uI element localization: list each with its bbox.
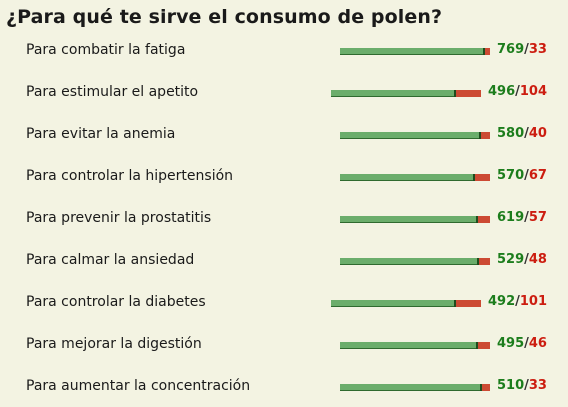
poll-option-label: Para controlar la hipertensión — [26, 168, 234, 184]
poll-row: Para controlar la hipertensión 570/67 — [0, 155, 568, 197]
vote-counts: 570/67 — [497, 168, 547, 183]
yes-count: 769 — [497, 42, 525, 57]
poll-option-label: Para combatir la fatiga — [26, 42, 186, 58]
poll-option-label: Para evitar la anemia — [26, 126, 176, 142]
count-separator: / — [524, 210, 529, 225]
no-count: 101 — [519, 294, 548, 309]
poll-row: Para estimular el apetito 496/104 — [0, 71, 568, 113]
no-count: 33 — [528, 42, 547, 57]
vote-counts: 496/104 — [488, 84, 547, 99]
vote-counts: 619/57 — [497, 210, 547, 225]
result-bar-no — [482, 384, 490, 391]
result-bar — [340, 258, 490, 265]
result-bar-yes — [340, 132, 480, 139]
result-bar-yes — [340, 384, 481, 391]
yes-count: 510 — [497, 378, 525, 393]
result-bar — [340, 342, 490, 349]
result-bar-no — [478, 216, 490, 223]
result-bar — [340, 174, 490, 181]
result-bar-yes — [340, 174, 474, 181]
no-count: 57 — [528, 210, 547, 225]
no-count: 33 — [528, 378, 547, 393]
result-bar-no — [479, 258, 490, 265]
count-separator: / — [524, 42, 529, 57]
result-bar — [340, 132, 490, 139]
poll-option-label: Para controlar la diabetes — [26, 294, 206, 310]
result-bar-divider — [454, 90, 456, 97]
poll-row: Para calmar la ansiedad 529/48 — [0, 239, 568, 281]
yes-count: 529 — [497, 252, 525, 267]
poll-option-label: Para calmar la ansiedad — [26, 252, 195, 268]
result-bar-no — [478, 342, 490, 349]
result-bar-yes — [331, 300, 455, 307]
result-bar — [331, 90, 481, 97]
poll-option-label: Para aumentar la concentración — [26, 378, 251, 394]
result-bar — [331, 300, 481, 307]
result-bar-divider — [476, 342, 478, 349]
poll-row: Para mejorar la digestión 495/46 — [0, 323, 568, 365]
vote-counts: 529/48 — [497, 252, 547, 267]
result-bar-yes — [331, 90, 455, 97]
result-bar-no — [456, 300, 481, 307]
poll-row: Para controlar la diabetes 492/101 — [0, 281, 568, 323]
vote-counts: 580/40 — [497, 126, 547, 141]
poll-row: Para prevenir la prostatitis 619/57 — [0, 197, 568, 239]
no-count: 46 — [528, 336, 547, 351]
result-bar-divider — [473, 174, 475, 181]
result-bar-no — [475, 174, 490, 181]
result-bar-yes — [340, 258, 478, 265]
poll-row: Para aumentar la concentración 510/33 — [0, 365, 568, 407]
yes-count: 496 — [488, 84, 516, 99]
poll-option-label: Para mejorar la digestión — [26, 336, 202, 352]
result-bar-yes — [340, 342, 477, 349]
result-bar-divider — [454, 300, 456, 307]
vote-counts: 769/33 — [497, 42, 547, 57]
result-bar-divider — [477, 258, 479, 265]
count-separator: / — [524, 378, 529, 393]
yes-count: 492 — [488, 294, 516, 309]
result-bar — [340, 216, 490, 223]
yes-count: 495 — [497, 336, 525, 351]
result-bar-yes — [340, 48, 484, 55]
yes-count: 619 — [497, 210, 525, 225]
count-separator: / — [524, 168, 529, 183]
yes-count: 570 — [497, 168, 525, 183]
count-separator: / — [524, 126, 529, 141]
vote-counts: 510/33 — [497, 378, 547, 393]
result-bar-divider — [476, 216, 478, 223]
result-bar-no — [481, 132, 490, 139]
result-bar-no — [485, 48, 490, 55]
page-title: ¿Para qué te sirve el consumo de polen? — [6, 6, 443, 28]
count-separator: / — [524, 336, 529, 351]
count-separator: / — [515, 84, 520, 99]
no-count: 67 — [528, 168, 547, 183]
no-count: 40 — [528, 126, 547, 141]
no-count: 104 — [519, 84, 548, 99]
vote-counts: 495/46 — [497, 336, 547, 351]
result-bar-divider — [483, 48, 485, 55]
result-bar-no — [456, 90, 481, 97]
poll-option-label: Para prevenir la prostatitis — [26, 210, 212, 226]
result-bar-divider — [479, 132, 481, 139]
poll-row: Para evitar la anemia 580/40 — [0, 113, 568, 155]
yes-count: 580 — [497, 126, 525, 141]
poll-option-label: Para estimular el apetito — [26, 84, 199, 100]
count-separator: / — [524, 252, 529, 267]
result-bar-divider — [480, 384, 482, 391]
no-count: 48 — [528, 252, 547, 267]
count-separator: / — [515, 294, 520, 309]
poll-row: Para combatir la fatiga 769/33 — [0, 29, 568, 71]
vote-counts: 492/101 — [488, 294, 547, 309]
result-bar — [340, 48, 490, 55]
result-bar — [340, 384, 490, 391]
result-bar-yes — [340, 216, 477, 223]
